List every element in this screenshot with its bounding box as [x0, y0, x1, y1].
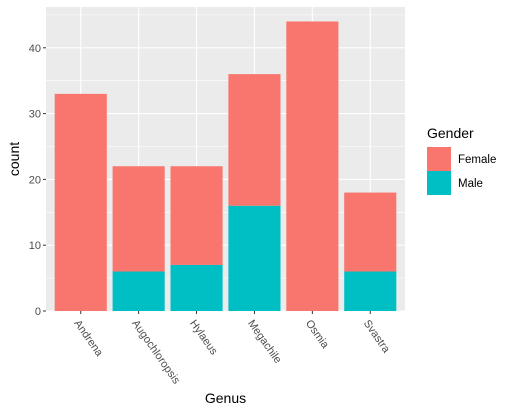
y-tick-label: 20 [29, 174, 41, 186]
x-tick-label-megachile: Megachile [245, 318, 284, 366]
bar-osmia-female [286, 21, 339, 311]
x-axis: Andrena Augochloropsis Hylaeus Megachile Osm… [71, 311, 393, 387]
y-tick-label: 40 [29, 43, 41, 55]
bar-andrena-female [54, 93, 107, 311]
bar-svastra-male [344, 271, 397, 311]
y-tick-label: 30 [29, 109, 41, 121]
legend-key-male [427, 171, 451, 195]
legend-key-female [427, 147, 451, 171]
y-axis: 0 10 20 30 40 [29, 43, 46, 318]
x-tick-label-augochloropsis: Augochloropsis [129, 318, 182, 387]
bar-augochloropsis-male [112, 271, 165, 311]
x-tick-label-andrena: Andrena [71, 318, 105, 360]
legend-label-female: Female [458, 154, 496, 166]
legend-label-male: Male [458, 178, 483, 190]
x-axis-title: Genus [205, 390, 246, 406]
bar-hylaeus-female [170, 166, 223, 265]
bar-megachile-male [228, 205, 281, 311]
bar-svastra-female [344, 192, 397, 272]
x-tick-label-svastra: Svastra [361, 318, 393, 356]
bar-hylaeus-male [170, 264, 223, 311]
x-tick-label-hylaeus: Hylaeus [187, 318, 220, 358]
y-tick-label: 0 [35, 306, 41, 318]
y-tick-label: 10 [29, 240, 41, 252]
legend: Gender Female Male [427, 125, 496, 195]
bar-augochloropsis-female [112, 166, 165, 272]
bars [54, 21, 397, 311]
bar-megachile-female [228, 74, 281, 206]
y-axis-title: count [6, 142, 22, 176]
x-tick-label-osmia: Osmia [303, 318, 332, 352]
legend-title: Gender [427, 125, 474, 141]
